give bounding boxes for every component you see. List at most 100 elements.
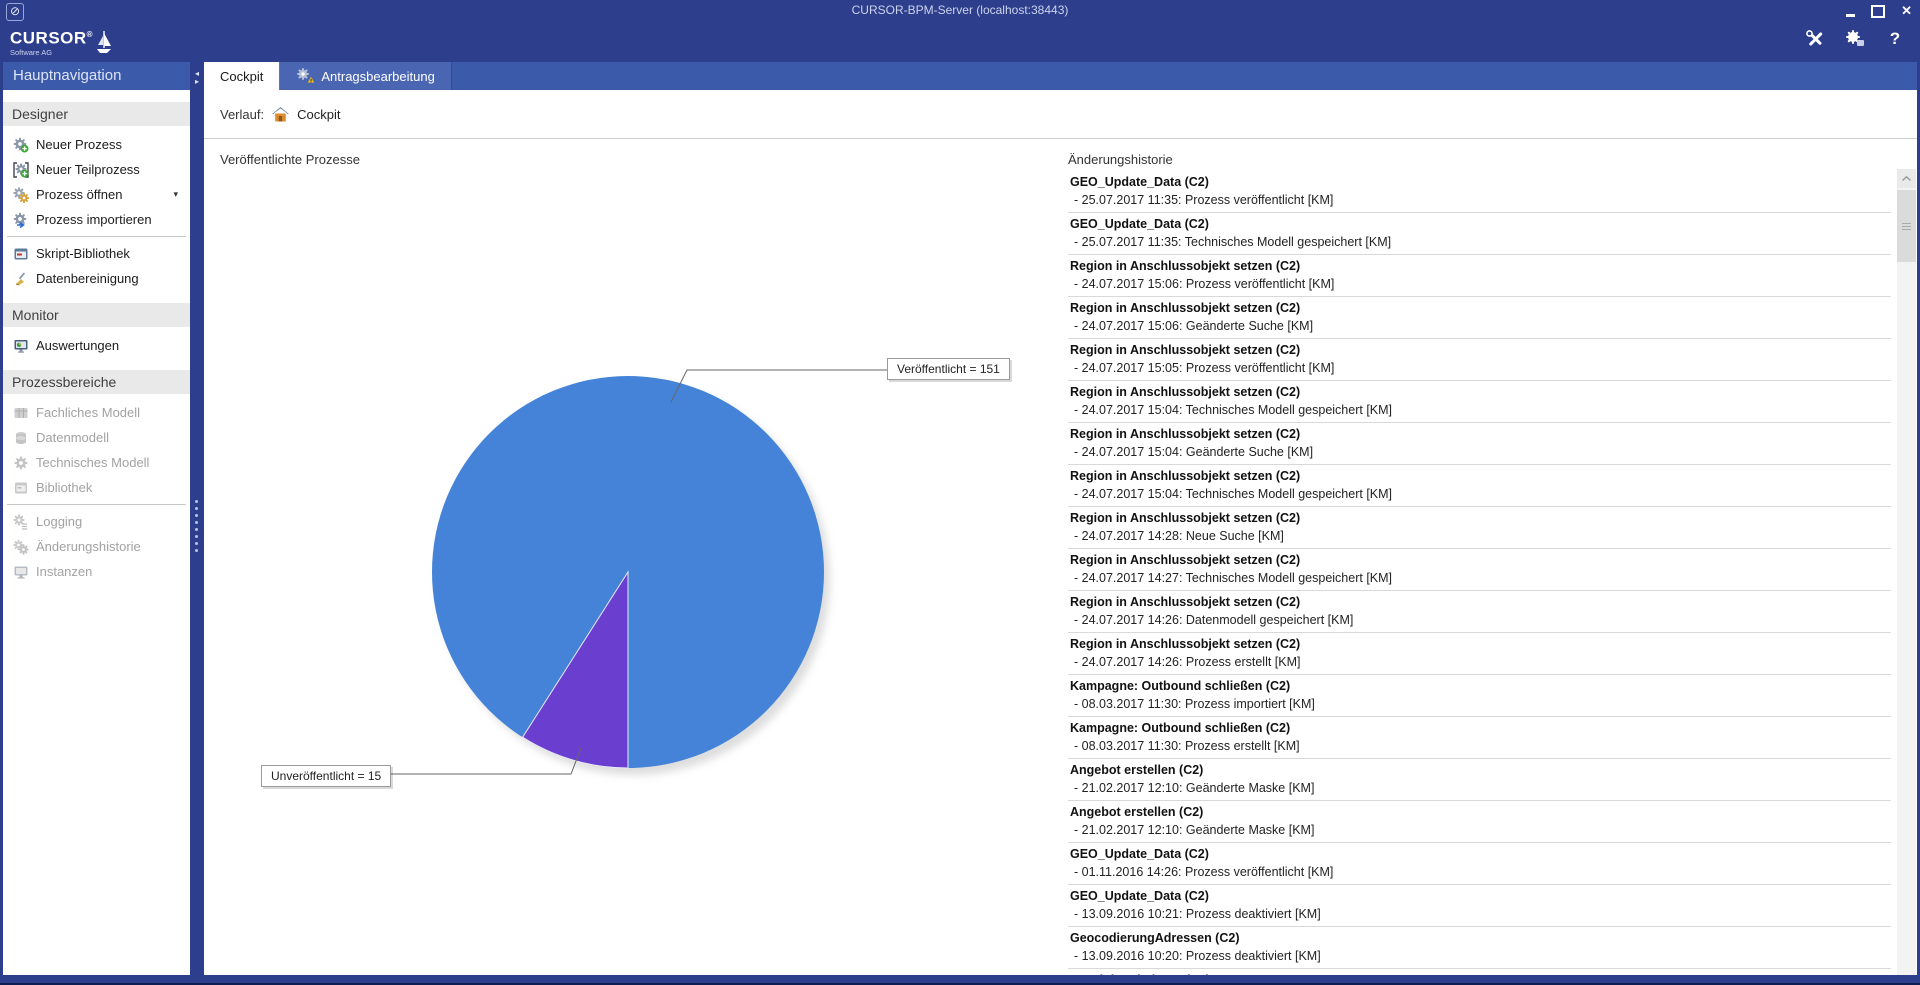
maximize-button[interactable]	[1871, 4, 1886, 18]
sidebar-item-prozess-öffnen[interactable]: Prozess öffnen ▾	[3, 182, 190, 207]
history-entry-detail: - 24.07.2017 14:26: Prozess erstellt [KM…	[1074, 655, 1301, 669]
sidebar-item-auswertungen[interactable]: Auswertungen	[3, 333, 190, 358]
sidebar-item-label: Auswertungen	[36, 338, 120, 353]
history-entry[interactable]: Angebot erstellen (C2) - 21.02.2017 12:10…	[1068, 801, 1891, 843]
tab-cockpit[interactable]: Cockpit	[204, 62, 280, 90]
business-model-icon	[13, 405, 29, 421]
history-entry-title: GEO_Update_Data (C2)	[1070, 889, 1209, 903]
verlauf-label: Verlauf:	[220, 106, 265, 122]
sidebar: Hauptnavigation Designer Neuer Prozess N…	[3, 62, 190, 977]
history-entry-title: Kampagne: Outbound schließen (C2)	[1070, 721, 1291, 735]
history-entry[interactable]: Region in Anschlussobjekt setzen (C2) - 2…	[1068, 465, 1891, 507]
history-entry-detail: - 21.02.2017 12:10: Geänderte Maske [KM]	[1074, 823, 1315, 837]
library-icon	[13, 480, 29, 496]
change-history-icon	[13, 539, 29, 555]
sidebar-collapse-chevrons-icon[interactable]: ◂ ▸	[194, 69, 199, 86]
history-entry-detail: - 24.07.2017 15:05: Prozess veröffentlic…	[1074, 361, 1335, 375]
history-scrollbar[interactable]	[1897, 169, 1916, 977]
history-entry[interactable]: Region in Anschlussobjekt setzen (C2) - 2…	[1068, 255, 1891, 297]
history-entry-detail: - 24.07.2017 14:26: Datenmodell gespeich…	[1074, 613, 1354, 627]
history-entry-title: Region in Anschlussobjekt setzen (C2)	[1070, 343, 1301, 357]
history-entry[interactable]: GEO_Update_Data (C2) - 13.09.2016 10:21: …	[1068, 885, 1891, 927]
pie-slice-unpublished[interactable]	[521, 570, 629, 769]
settings-gears-icon[interactable]	[1844, 28, 1866, 50]
dropdown-caret-icon[interactable]: ▾	[173, 189, 178, 199]
history-entry[interactable]: Region in Anschlussobjekt setzen (C2) - 2…	[1068, 507, 1891, 549]
sidebar-item-datenmodell: Datenmodell	[3, 425, 190, 450]
history-entry[interactable]: Kampagne: Outbound schließen (C2) - 08.03…	[1068, 675, 1891, 717]
content-area: Cockpit Antragsbearbeitung Verlauf: Cock…	[204, 62, 1917, 977]
history-entry[interactable]: Kampagne: Outbound schließen (C2) - 08.03…	[1068, 717, 1891, 759]
sidebar-item-label: Datenbereinigung	[36, 271, 139, 286]
history-entry-detail: - 13.09.2016 10:21: Prozess deaktiviert …	[1074, 907, 1321, 921]
sidebar-item-neuer-teilprozess[interactable]: Neuer Teilprozess	[3, 157, 190, 182]
pie-leader-line-published	[670, 369, 887, 403]
new-process-icon	[13, 137, 29, 153]
history-entry-detail: - 08.03.2017 11:30: Prozess importiert […	[1074, 697, 1315, 711]
sidebar-section-monitor: Monitor	[3, 303, 190, 327]
sidebar-item-label: Instanzen	[36, 564, 93, 579]
sidebar-item-skript-bibliothek[interactable]: Skript-Bibliothek	[3, 241, 190, 266]
history-entry[interactable]: Region in Anschlussobjekt setzen (C2) - 2…	[1068, 297, 1891, 339]
history-entry-detail: - 01.11.2016 14:26: Prozess veröffentlic…	[1074, 865, 1334, 879]
history-entry[interactable]: Angebot erstellen (C2) - 21.02.2017 12:10…	[1068, 759, 1891, 801]
change-history-list: GEO_Update_Data (C2) - 25.07.2017 11:35: …	[1068, 171, 1891, 977]
breadcrumb-cockpit[interactable]: Cockpit	[297, 106, 341, 122]
sidebar-item-label: Datenmodell	[36, 430, 109, 445]
sidebar-item-label: Neuer Teilprozess	[36, 162, 140, 177]
brand-name: CURSOR	[10, 28, 87, 48]
minimize-button[interactable]	[1846, 13, 1856, 17]
history-entry[interactable]: Region in Anschlussobjekt setzen (C2) - 2…	[1068, 549, 1891, 591]
pie-callout-published: Veröffentlicht = 151	[887, 358, 1010, 380]
scrollbar-thumb[interactable]	[1897, 190, 1916, 262]
history-entry-title: GEO_Update_Data (C2)	[1070, 847, 1209, 861]
tab-label: Cockpit	[220, 68, 264, 84]
app-header: CURSOR® Software AG	[0, 22, 1920, 62]
sidebar-section-prozessbereiche: Prozessbereiche	[3, 370, 190, 394]
sidebar-separator	[7, 504, 186, 505]
published-processes-pie-chart[interactable]	[204, 139, 1060, 977]
history-entry-detail: - 24.07.2017 15:06: Geänderte Suche [KM]	[1074, 319, 1314, 333]
sailboat-icon	[97, 31, 112, 53]
sidebar-item-datenbereinigung[interactable]: Datenbereinigung	[3, 266, 190, 291]
history-entry-title: Region in Anschlussobjekt setzen (C2)	[1070, 469, 1301, 483]
sidebar-item-neuer-prozess[interactable]: Neuer Prozess	[3, 132, 190, 157]
sidebar-item-prozess-importieren[interactable]: Prozess importieren	[3, 207, 190, 232]
data-model-icon	[13, 430, 29, 446]
sidebar-item-label: Neuer Prozess	[36, 137, 122, 152]
sidebar-splitter[interactable]: ◂ ▸	[190, 62, 204, 977]
history-entry[interactable]: Region in Anschlussobjekt setzen (C2) - 2…	[1068, 633, 1891, 675]
help-icon[interactable]: ?	[1889, 29, 1901, 48]
history-entry[interactable]: Region in Anschlussobjekt setzen (C2) - 2…	[1068, 423, 1891, 465]
sidebar-item-bibliothek: Bibliothek	[3, 475, 190, 500]
sidebar-section-designer: Designer	[3, 102, 190, 126]
home-icon[interactable]	[272, 106, 290, 122]
tab-label: Antragsbearbeitung	[321, 68, 435, 84]
brand-registered-mark: ®	[86, 30, 94, 39]
history-entry[interactable]: GEO_Update_Data (C2) - 25.07.2017 11:35: …	[1068, 213, 1891, 255]
tools-icon[interactable]	[1804, 28, 1826, 50]
sidebar-item-label: Logging	[36, 514, 83, 529]
history-entry[interactable]: Region in Anschlussobjekt setzen (C2) - 2…	[1068, 591, 1891, 633]
close-button[interactable]: ✕	[1901, 3, 1912, 18]
history-entry[interactable]: GEO_Update_Data (C2) - 01.11.2016 14:26: …	[1068, 843, 1891, 885]
tab-antragsbearbeitung[interactable]: Antragsbearbeitung	[279, 62, 452, 90]
history-entry-title: Region in Anschlussobjekt setzen (C2)	[1070, 637, 1301, 651]
sidebar-item-logging: Logging	[3, 509, 190, 534]
history-entry[interactable]: GEO_Update_Data (C2) - 25.07.2017 11:35: …	[1068, 171, 1891, 213]
splitter-grip-icon[interactable]	[195, 500, 198, 552]
history-entry[interactable]: Region in Anschlussobjekt setzen (C2) - 2…	[1068, 381, 1891, 423]
logging-icon	[13, 513, 29, 530]
app-logo-icon: ⊘	[6, 3, 24, 21]
history-entry-title: Angebot erstellen (C2)	[1070, 805, 1204, 819]
technical-model-icon	[13, 455, 29, 471]
process-warning-icon	[296, 68, 315, 84]
history-entry[interactable]: GeocodierungAdressen (C2) - 13.09.2016 10…	[1068, 927, 1891, 969]
history-entry-detail: - 24.07.2017 14:28: Neue Suche [KM]	[1074, 529, 1284, 543]
history-entry-title: Region in Anschlussobjekt setzen (C2)	[1070, 301, 1301, 315]
open-process-icon	[13, 186, 30, 203]
sidebar-item-label: Technisches Modell	[36, 455, 150, 470]
pie-callout-unpublished: Unveröffentlicht = 15	[261, 765, 392, 787]
history-entry[interactable]: Region in Anschlussobjekt setzen (C2) - 2…	[1068, 339, 1891, 381]
scrollbar-up-arrow-icon[interactable]	[1897, 169, 1916, 188]
